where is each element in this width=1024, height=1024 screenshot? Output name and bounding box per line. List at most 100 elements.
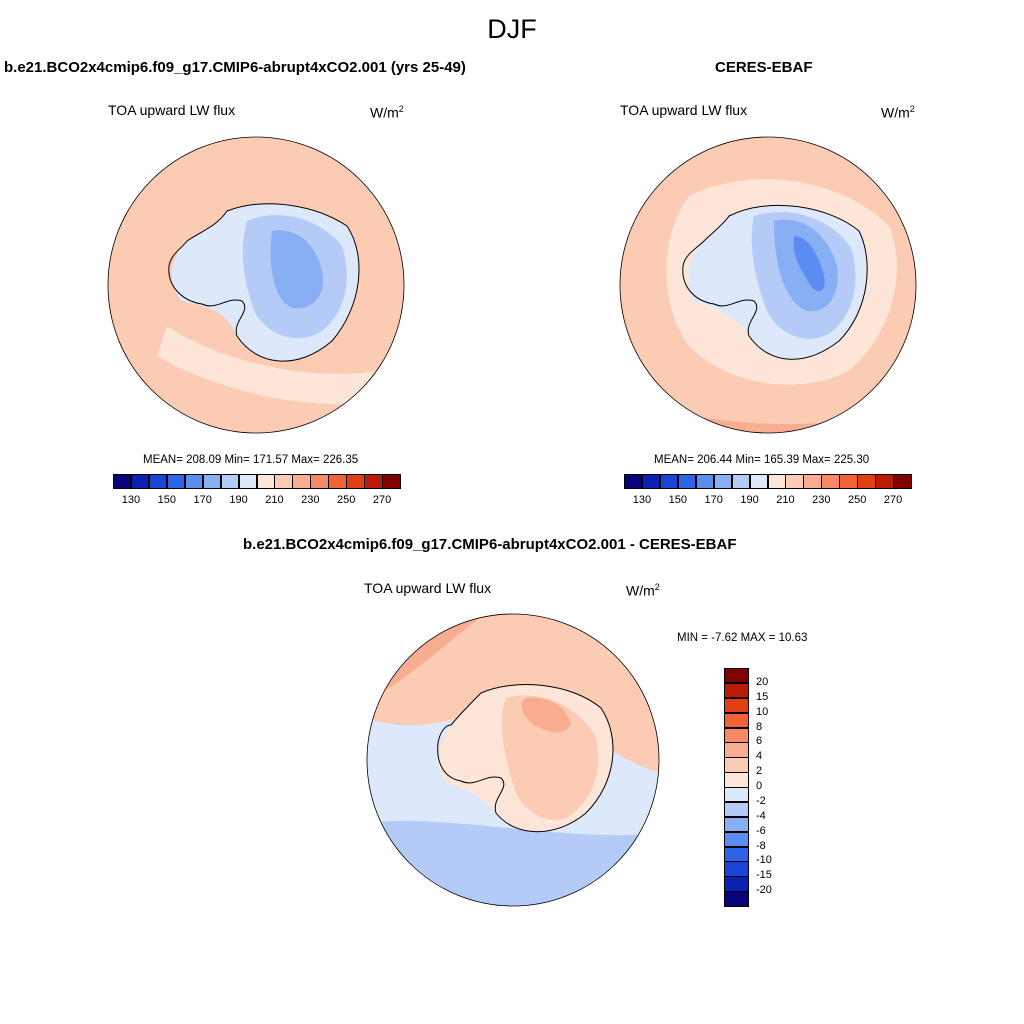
colorbar-model-tick-label: 250 bbox=[337, 494, 356, 506]
colorbar-model-swatch bbox=[130, 474, 150, 489]
colorbar-diff-swatch bbox=[724, 712, 749, 728]
units-obs: W/m2 bbox=[881, 104, 915, 121]
colorbar-diff bbox=[724, 668, 749, 907]
colorbar-obs-swatch bbox=[659, 474, 679, 489]
colorbar-obs-swatch bbox=[624, 474, 643, 489]
colorbar-diff-tick-label: 4 bbox=[756, 750, 763, 763]
colorbar-model-ticks: 130 150 170 190 210 230 250 270 bbox=[113, 494, 400, 508]
colorbar-model-swatch bbox=[292, 474, 311, 489]
colorbar-obs-tick-label: 190 bbox=[740, 494, 759, 506]
colorbar-model-swatch bbox=[274, 474, 293, 489]
figure-title: DJF bbox=[487, 14, 537, 44]
colorbar-model-tick-label: 170 bbox=[193, 494, 212, 506]
colorbar-model-tick-label: 150 bbox=[157, 494, 176, 506]
colorbar-model bbox=[113, 474, 401, 489]
colorbar-diff-swatch bbox=[724, 891, 749, 907]
colorbar-diff-swatch bbox=[724, 727, 749, 743]
colorbar-obs-swatch bbox=[875, 474, 894, 489]
units-diff: W/m2 bbox=[626, 582, 660, 599]
colorbar-model-swatch bbox=[202, 474, 222, 489]
colorbar-model-swatch bbox=[166, 474, 186, 489]
colorbar-model-swatch bbox=[346, 474, 365, 489]
colorbar-diff-swatch bbox=[724, 787, 749, 803]
colorbar-diff-tick-label: -4 bbox=[756, 809, 766, 822]
map-diff bbox=[366, 613, 660, 907]
colorbar-obs-ticks: 130 150 170 190 210 230 250 270 bbox=[624, 494, 911, 508]
variable-label-model: TOA upward LW flux bbox=[108, 102, 236, 118]
stats-obs: MEAN= 206.44 Min= 165.39 Max= 225.30 bbox=[654, 454, 870, 466]
colorbar-model-swatch bbox=[328, 474, 347, 489]
colorbar-model-swatch bbox=[220, 474, 240, 489]
colorbar-model-tick-label: 130 bbox=[121, 494, 141, 506]
colorbar-diff-tick-label: 20 bbox=[756, 675, 769, 688]
colorbar-obs-swatch bbox=[731, 474, 751, 489]
colorbar-diff-swatch bbox=[724, 742, 749, 758]
variable-label-obs: TOA upward LW flux bbox=[620, 102, 748, 118]
variable-label-diff: TOA upward LW flux bbox=[364, 580, 492, 596]
colorbar-obs-swatch bbox=[767, 474, 786, 489]
colorbar-obs-swatch bbox=[893, 474, 912, 489]
colorbar-obs-swatch bbox=[695, 474, 715, 489]
colorbar-diff-tick-label: 6 bbox=[756, 735, 763, 748]
colorbar-obs bbox=[624, 474, 912, 489]
colorbar-diff-swatch bbox=[724, 682, 749, 699]
colorbar-diff-swatch bbox=[724, 876, 749, 892]
colorbar-model-swatch bbox=[148, 474, 168, 489]
colorbar-obs-swatch bbox=[713, 474, 733, 489]
colorbar-diff-swatch bbox=[724, 846, 749, 862]
units-model: W/m2 bbox=[370, 104, 404, 121]
colorbar-obs-swatch bbox=[749, 474, 768, 489]
colorbar-obs-swatch bbox=[677, 474, 697, 489]
colorbar-diff-tick-label: -8 bbox=[756, 839, 766, 852]
colorbar-model-swatch bbox=[256, 474, 275, 489]
colorbar-diff-ticks: 20 15 10 8 6 4 2 0 -2 -4 -6 -8 -10 -15 -20 bbox=[756, 668, 796, 906]
colorbar-diff-swatch bbox=[724, 697, 749, 714]
colorbar-diff-tick-label: 10 bbox=[756, 705, 769, 718]
stats-model: MEAN= 208.09 Min= 171.57 Max= 226.35 bbox=[143, 454, 359, 466]
colorbar-model-tick-label: 230 bbox=[301, 494, 320, 506]
colorbar-obs-swatch bbox=[839, 474, 858, 489]
colorbar-diff-swatch bbox=[724, 668, 749, 684]
colorbar-obs-tick-label: 130 bbox=[632, 494, 652, 506]
colorbar-obs-swatch bbox=[821, 474, 840, 489]
colorbar-obs-tick-label: 170 bbox=[704, 494, 723, 506]
colorbar-obs-tick-label: 250 bbox=[848, 494, 867, 506]
panel-title-model: b.e21.BCO2x4cmip6.f09_g17.CMIP6-abrupt4x… bbox=[4, 59, 466, 76]
panel-title-obs: CERES-EBAF bbox=[715, 59, 813, 76]
colorbar-model-swatch bbox=[364, 474, 383, 489]
colorbar-diff-swatch bbox=[724, 861, 749, 877]
colorbar-model-tick-label: 270 bbox=[372, 494, 392, 506]
colorbar-diff-tick-label: -6 bbox=[756, 824, 766, 837]
colorbar-obs-tick-label: 150 bbox=[668, 494, 687, 506]
colorbar-diff-swatch bbox=[724, 831, 749, 847]
colorbar-diff-swatch bbox=[724, 801, 749, 818]
stats-diff: MIN = -7.62 MAX = 10.63 bbox=[677, 632, 808, 644]
colorbar-diff-tick-label: -15 bbox=[756, 869, 772, 882]
colorbar-model-swatch bbox=[113, 474, 132, 489]
colorbar-diff-tick-label: -2 bbox=[756, 794, 766, 807]
colorbar-obs-swatch bbox=[803, 474, 822, 489]
colorbar-model-tick-label: 210 bbox=[265, 494, 284, 506]
colorbar-obs-swatch bbox=[785, 474, 804, 489]
colorbar-obs-tick-label: 230 bbox=[812, 494, 831, 506]
colorbar-obs-tick-label: 270 bbox=[883, 494, 903, 506]
colorbar-model-swatch bbox=[184, 474, 204, 489]
panel-title-diff: b.e21.BCO2x4cmip6.f09_g17.CMIP6-abrupt4x… bbox=[243, 536, 737, 553]
colorbar-diff-tick-label: 8 bbox=[756, 720, 763, 733]
colorbar-obs-tick-label: 210 bbox=[776, 494, 795, 506]
colorbar-diff-tick-label: 0 bbox=[756, 780, 763, 792]
colorbar-diff-swatch bbox=[724, 772, 749, 788]
colorbar-model-swatch bbox=[238, 474, 257, 489]
colorbar-model-tick-label: 190 bbox=[229, 494, 248, 506]
colorbar-diff-swatch bbox=[724, 757, 749, 773]
map-model bbox=[107, 136, 405, 434]
colorbar-diff-tick-label: 2 bbox=[756, 765, 763, 778]
colorbar-obs-swatch bbox=[641, 474, 661, 489]
colorbar-diff-tick-label: -20 bbox=[756, 884, 772, 897]
map-obs bbox=[619, 136, 917, 434]
colorbar-diff-swatch bbox=[724, 816, 749, 833]
colorbar-diff-tick-label: 15 bbox=[756, 690, 769, 703]
colorbar-diff-tick-label: -10 bbox=[756, 854, 772, 867]
colorbar-model-swatch bbox=[382, 474, 401, 489]
colorbar-model-swatch bbox=[310, 474, 329, 489]
